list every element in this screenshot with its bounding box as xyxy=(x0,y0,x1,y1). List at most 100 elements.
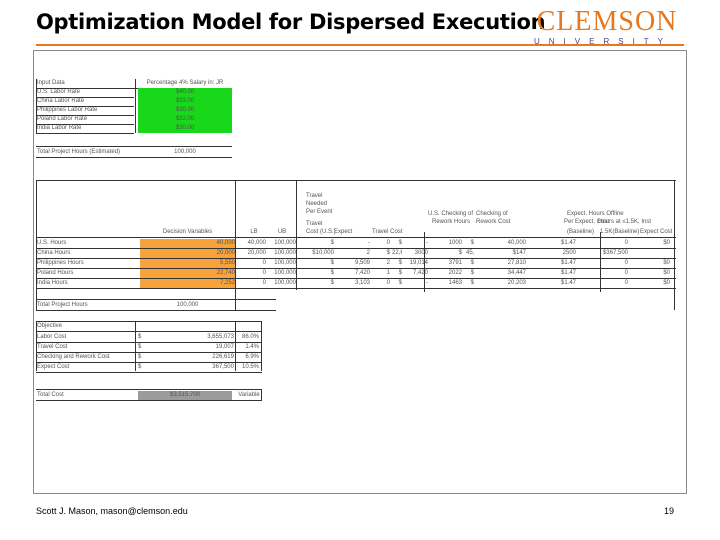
main-row-value: $0 xyxy=(663,280,670,286)
main-row-value: $ xyxy=(386,250,390,256)
main-row-value: 100,000 xyxy=(274,270,296,276)
main-row-value: $ xyxy=(398,260,402,266)
main-row-value: $ xyxy=(330,260,334,266)
main-row-value: 22,660 xyxy=(392,250,402,256)
header-expect: Expect xyxy=(334,229,353,235)
grid-line xyxy=(36,389,262,390)
main-row-value: 1 xyxy=(386,270,390,276)
header-lb: LB xyxy=(250,229,258,235)
grid-line xyxy=(36,352,262,353)
objective-row-value: 367,500 xyxy=(212,364,234,370)
spreadsheet-frame xyxy=(33,50,687,494)
objective-row-currency: $ xyxy=(138,354,142,360)
grid-line xyxy=(36,115,134,116)
grid-line xyxy=(36,124,134,125)
main-row-value: 1000 xyxy=(448,240,462,246)
input-row-rate: $32.00 xyxy=(138,115,232,124)
main-row-value: 3791 xyxy=(448,260,462,266)
grid-line xyxy=(36,321,262,322)
grid-line xyxy=(36,372,262,373)
main-row-label: China Hours xyxy=(37,250,71,256)
header-us-checking: U.S. Checking of xyxy=(428,211,474,217)
main-table-top xyxy=(36,180,676,181)
main-row-value: - xyxy=(426,280,428,286)
header-ub: UB xyxy=(277,229,287,235)
header-hours-inst: Hours at ≤1.5K, Inst xyxy=(598,219,651,225)
objective-row-label: Travel Cost xyxy=(37,344,68,350)
main-row-value: $ xyxy=(470,240,474,246)
input-row-label: Poland Labor Rate xyxy=(37,116,88,122)
main-row-value: $ xyxy=(398,270,402,276)
main-row-value: 1463 xyxy=(448,280,462,286)
main-total-value: 100,000 xyxy=(176,302,199,308)
input-table-border xyxy=(36,79,37,133)
header-baseline-2: 1.5K(Baseline) xyxy=(600,229,640,235)
clemson-logo: CLEMSON UNIVERSITY xyxy=(532,6,682,46)
input-header-rate: Percentage 4% Salary in: JR xyxy=(146,80,224,86)
main-row-value: $ xyxy=(330,270,334,276)
header-baseline: (Baseline) xyxy=(567,229,595,235)
main-table-divider xyxy=(235,180,236,310)
main-row-value: 5,550 xyxy=(140,259,235,268)
main-table-left-border xyxy=(36,180,37,310)
logo-subtitle: UNIVERSITY xyxy=(534,37,673,46)
grid-line xyxy=(36,106,134,107)
objective-divider xyxy=(135,321,136,371)
header-needed: Needed xyxy=(306,201,328,207)
grid-line xyxy=(36,88,232,89)
main-row-value: 100,000 xyxy=(274,250,296,256)
objective-row-percent: 86.0% xyxy=(241,334,259,340)
main-row-value: $ xyxy=(330,280,334,286)
total-cost-label: Total Cost xyxy=(37,392,64,398)
main-row-value: $ xyxy=(398,240,402,246)
objective-row-value: 19,007 xyxy=(215,344,234,350)
main-row-value: $1.47 xyxy=(560,280,576,286)
objective-row-currency: $ xyxy=(138,364,142,370)
input-row-label: China Labor Rate xyxy=(37,98,85,104)
header-expect-hours: Expect. Hours Offline xyxy=(567,211,624,217)
page-title: Optimization Model for Dispersed Executi… xyxy=(36,10,546,34)
main-row-value: 45,000 xyxy=(466,250,474,256)
main-row-value: 0 xyxy=(262,270,266,276)
grid-line xyxy=(36,133,134,134)
main-header-rule xyxy=(36,237,676,238)
grid-line xyxy=(36,268,676,269)
input-row-rate: $33.00 xyxy=(138,97,232,106)
main-row-value: 100,000 xyxy=(274,260,296,266)
header-travel-cost: Travel Cost xyxy=(372,229,403,235)
header-per-event: Per Event xyxy=(306,209,333,215)
main-row-value: 0 xyxy=(262,280,266,286)
objective-row-percent: 1.4% xyxy=(245,344,259,350)
main-row-value: 7,420 xyxy=(354,270,370,276)
main-row-value: 7,420 xyxy=(412,270,428,276)
main-row-value: 22,740 xyxy=(140,269,235,278)
main-total-label: Total Project Hours xyxy=(37,302,88,308)
header-rework-cost: Rework Cost xyxy=(476,219,511,225)
header-checking-of: Checking of xyxy=(476,211,508,217)
main-row-value: 0 xyxy=(624,280,628,286)
main-row-value: $ xyxy=(458,250,462,256)
main-row-value: 100,000 xyxy=(274,240,296,246)
main-row-value: 2500 xyxy=(562,250,576,256)
main-row-value: $1.47 xyxy=(560,240,576,246)
grid-line xyxy=(36,248,676,249)
main-row-value: 40,000 xyxy=(507,240,526,246)
main-row-value: 2 xyxy=(386,260,390,266)
header-decision-variables: Decision Variables xyxy=(162,229,213,235)
grid-line xyxy=(36,362,262,363)
grid-line xyxy=(36,299,276,300)
main-row-value: - xyxy=(426,240,428,246)
main-table-divider xyxy=(296,180,297,290)
objective-row-label: Expect Cost xyxy=(37,364,70,370)
main-row-value: $ xyxy=(470,260,474,266)
main-row-value: - xyxy=(368,240,370,246)
logo-wordmark: CLEMSON xyxy=(536,6,678,37)
main-row-value: $ xyxy=(330,240,334,246)
grid-line xyxy=(36,288,676,289)
grid-line xyxy=(36,258,676,259)
grid-line xyxy=(36,331,262,332)
header-travel-2: Travel xyxy=(306,221,323,227)
input-row-label: U.S. Labor Rate xyxy=(37,89,81,95)
grid-line xyxy=(36,146,232,147)
grid-line xyxy=(36,97,134,98)
